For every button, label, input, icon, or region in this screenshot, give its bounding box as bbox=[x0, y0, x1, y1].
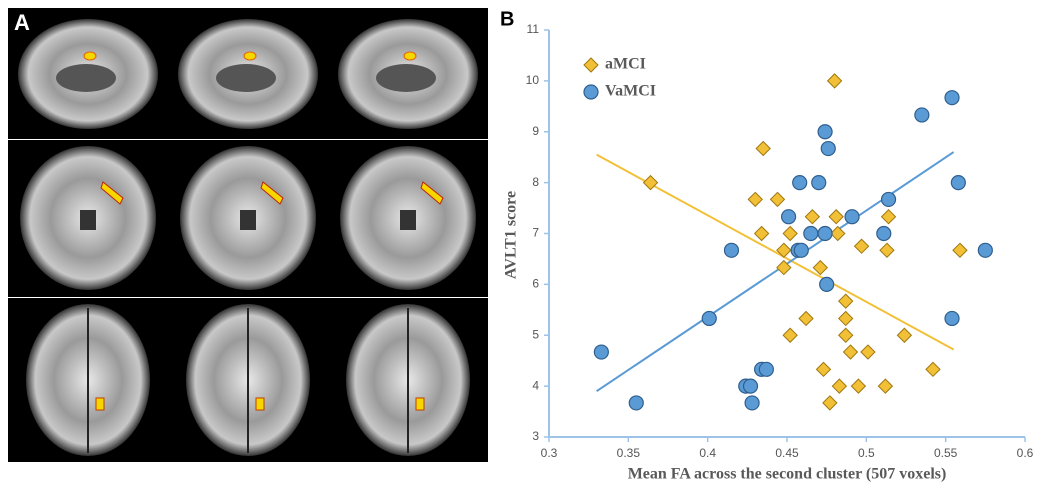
circle-marker bbox=[724, 243, 738, 257]
circle-marker bbox=[818, 227, 832, 241]
diamond-marker bbox=[783, 328, 797, 342]
y-tick-label: 9 bbox=[532, 124, 539, 138]
circle-marker bbox=[882, 192, 896, 206]
diamond-marker bbox=[755, 227, 769, 241]
circle-marker bbox=[794, 243, 808, 257]
y-tick-label: 5 bbox=[532, 327, 539, 341]
x-tick-label: 0.5 bbox=[858, 446, 875, 460]
diamond-marker bbox=[748, 192, 762, 206]
diamond-marker bbox=[897, 328, 911, 342]
y-tick-label: 8 bbox=[532, 175, 539, 189]
diamond-marker bbox=[851, 379, 865, 393]
x-tick-label: 0.55 bbox=[934, 446, 958, 460]
y-tick-label: 6 bbox=[532, 277, 539, 291]
circle-marker bbox=[945, 91, 959, 105]
diamond-marker bbox=[816, 362, 830, 376]
y-tick-label: 7 bbox=[532, 226, 539, 240]
x-tick-label: 0.6 bbox=[1017, 446, 1034, 460]
diamond-marker bbox=[813, 261, 827, 275]
y-axis-label: AVLT1 score bbox=[503, 191, 520, 279]
circle-marker bbox=[818, 125, 832, 139]
circle-marker bbox=[951, 176, 965, 190]
diamond-marker bbox=[878, 379, 892, 393]
diamond-marker bbox=[829, 210, 843, 224]
circle-marker bbox=[782, 210, 796, 224]
legend-label: aMCI bbox=[605, 56, 646, 73]
diamond-marker bbox=[843, 345, 857, 359]
legend-marker bbox=[584, 58, 598, 72]
diamond-marker bbox=[953, 243, 967, 257]
y-tick-label: 10 bbox=[526, 73, 540, 87]
diamond-marker bbox=[831, 227, 845, 241]
legend-marker bbox=[584, 85, 598, 99]
diamond-marker bbox=[805, 210, 819, 224]
circle-marker bbox=[945, 311, 959, 325]
x-tick-label: 0.35 bbox=[617, 446, 641, 460]
legend-label: VaMCI bbox=[605, 83, 656, 100]
y-tick-label: 3 bbox=[532, 429, 539, 443]
circle-marker bbox=[978, 243, 992, 257]
diamond-marker bbox=[880, 243, 894, 257]
diamond-marker bbox=[783, 227, 797, 241]
brain-images bbox=[8, 8, 488, 462]
circle-marker bbox=[759, 362, 773, 376]
circle-marker bbox=[629, 396, 643, 410]
y-tick-label: 11 bbox=[527, 22, 540, 36]
diamond-marker bbox=[839, 311, 853, 325]
circle-marker bbox=[744, 379, 758, 393]
diamond-marker bbox=[756, 142, 770, 156]
circle-marker bbox=[702, 311, 716, 325]
diamond-marker bbox=[799, 311, 813, 325]
x-tick-label: 0.45 bbox=[775, 446, 799, 460]
diamond-marker bbox=[832, 379, 846, 393]
diamond-marker bbox=[926, 362, 940, 376]
circle-marker bbox=[745, 396, 759, 410]
x-axis-label: Mean FA across the second cluster (507 v… bbox=[628, 466, 947, 483]
circle-marker bbox=[812, 176, 826, 190]
figure: A B Mean FA across the second cluster (5… bbox=[0, 0, 1046, 488]
diamond-marker bbox=[855, 239, 869, 253]
y-tick-label: 4 bbox=[532, 378, 539, 392]
circle-marker bbox=[877, 227, 891, 241]
x-tick-label: 0.3 bbox=[541, 446, 558, 460]
circle-marker bbox=[820, 277, 834, 291]
panel-label: B bbox=[500, 8, 514, 30]
diamond-marker bbox=[861, 345, 875, 359]
circle-marker bbox=[821, 142, 835, 156]
circle-marker bbox=[845, 210, 859, 224]
diamond-marker bbox=[823, 396, 837, 410]
diamond-marker bbox=[882, 210, 896, 224]
diamond-marker bbox=[828, 74, 842, 88]
x-tick-label: 0.4 bbox=[699, 446, 716, 460]
diamond-marker bbox=[770, 192, 784, 206]
panel-label: A bbox=[14, 10, 30, 35]
diamond-marker bbox=[839, 328, 853, 342]
circle-marker bbox=[915, 108, 929, 122]
diamond-marker bbox=[839, 294, 853, 308]
circle-marker bbox=[594, 345, 608, 359]
circle-marker bbox=[804, 227, 818, 241]
circle-marker bbox=[793, 176, 807, 190]
